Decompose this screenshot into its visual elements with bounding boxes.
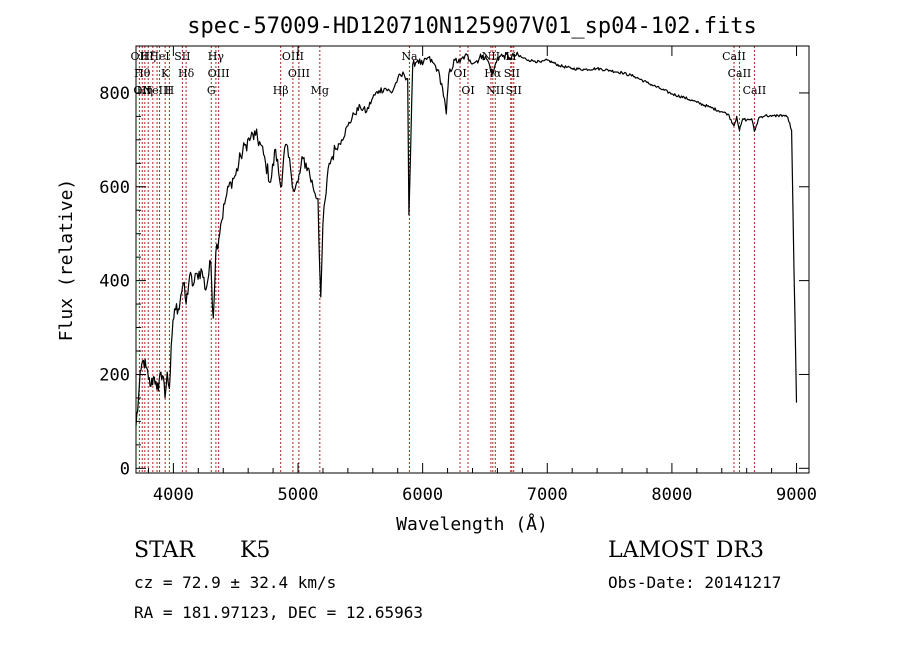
line-label: OIII [208,67,230,80]
line-label: OIII [282,50,304,63]
spectral-line-labels: OIIHθOIIHηHζNeIIIHeIKHSIIHδGHγOIIIHβOIII… [131,50,767,97]
line-label: G [207,84,216,97]
x-tick-label: 5000 [278,485,319,505]
y-tick-label: 200 [99,365,130,385]
line-label: Hδ [178,67,195,80]
line-label: Mg [311,84,329,97]
line-label: CaII [743,84,767,97]
chart-title: spec-57009-HD120710N125907V01_sp04-102.f… [187,14,757,39]
redshift-cz: cz = 72.9 ± 32.4 km/s [134,573,337,592]
x-tick-label: 7000 [527,485,568,505]
line-label: CaII [722,50,746,63]
line-label: CaII [728,67,752,80]
spectral-line-markers [138,46,755,473]
line-label: Hβ [273,84,289,97]
y-tick-label: 800 [99,84,130,104]
line-label: NeIII [142,84,171,97]
x-tick-label: 4000 [153,485,194,505]
line-label: NII [486,84,504,97]
x-axis-label: Wavelength (Å) [396,513,548,535]
line-label: OII [131,50,149,63]
line-label: HeI [149,50,169,63]
line-label: K [161,67,170,80]
y-tick-label: 400 [99,272,130,292]
x-tick-label: 9000 [776,485,817,505]
y-tick-label: 0 [120,459,130,479]
obs-date: Obs-Date: 20141217 [608,573,782,592]
line-label: SII [506,84,522,97]
x-tick-label: 6000 [402,485,443,505]
line-label: Hγ [208,50,225,63]
line-label: SII [174,50,190,63]
subclass: K5 [240,538,271,563]
line-label: SII [504,67,520,80]
line-label: Li [505,50,516,63]
line-label: Hζ [140,50,156,63]
line-label: Hθ [134,67,151,80]
line-label: OI [453,67,466,80]
plot-frame [135,45,810,474]
y-axis-label: Flux (relative) [56,179,77,342]
x-tick-label: 8000 [651,485,692,505]
line-label: OIII [288,67,310,80]
object-type: STAR [134,538,195,563]
line-label: Na [401,50,418,63]
line-label: OI [461,84,474,97]
y-tick-label: 600 [99,178,130,198]
survey-name: LAMOST DR3 [608,538,764,563]
axis-ticks: 4000 5000 6000 7000 8000 9000 0 200 400 600 800 [99,46,817,505]
line-label: OII [133,84,151,97]
spectrum-line [135,51,798,427]
line-label: H [165,84,175,97]
line-label: Hη [137,84,153,97]
coordinates: RA = 181.97123, DEC = 12.65963 [134,603,423,622]
